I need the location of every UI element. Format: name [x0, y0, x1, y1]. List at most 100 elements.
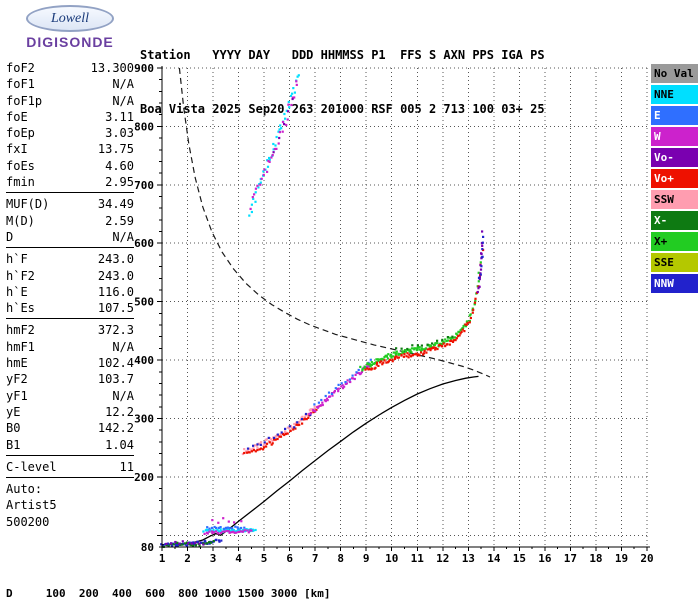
parameter-value: 2.95: [105, 175, 134, 190]
parameter-row: foEp 3.03: [6, 125, 134, 141]
x-axis-label: 10: [385, 552, 398, 565]
parameter-row: yF1 N/A: [6, 388, 134, 404]
x-axis-label: 17: [564, 552, 577, 565]
parameter-label: h`F: [6, 252, 28, 267]
parameter-row: foF1 N/A: [6, 76, 134, 92]
legend-item-nne: NNE: [651, 85, 698, 104]
parameter-value: 103.7: [97, 372, 134, 387]
parameter-label: h`E: [6, 284, 28, 299]
parameter-label: yF1: [6, 388, 28, 403]
trace-second-hop-cyan: [248, 74, 300, 217]
trace-f-trace-blue-low: [246, 412, 312, 450]
parameter-label: fxI: [6, 142, 28, 157]
parameter-row: Artist5: [6, 497, 134, 513]
parameter-row: C-level 11: [6, 459, 134, 475]
parameter-row: foF2 13.300: [6, 60, 134, 76]
digisonde-logo: Lowell DIGISONDE: [8, 5, 132, 50]
parameter-label: h`Es: [6, 301, 35, 316]
chart-grid: [161, 67, 648, 547]
trace-f-trace-darkgreen: [395, 335, 454, 351]
x-axis-label: 12: [436, 552, 449, 565]
trace-es-trace-magenta: [203, 529, 253, 535]
header-station-values: Boa Vista 2025 Sep20 263 201000 RSF 005 …: [140, 102, 545, 116]
legend-item-x+: X+: [651, 232, 698, 251]
parameter-value: 142.2: [97, 421, 134, 436]
parameter-row: fmin 2.95: [6, 174, 134, 190]
chart-curves: [161, 67, 491, 546]
parameter-value: 372.3: [97, 323, 134, 338]
parameter-row: hmF1 N/A: [6, 339, 134, 355]
parameter-group: foF2 13.300 foF1 N/A foF1p N/A foE 3.11 foEp 3.03…: [6, 60, 134, 194]
true-height-profile-line: [161, 375, 479, 546]
parameter-value: N/A: [112, 229, 134, 244]
y-axis-label: 400: [134, 354, 154, 367]
parameter-row: yF2 103.7: [6, 371, 134, 387]
trace-second-hop-purple: [272, 97, 294, 154]
parameter-value: N/A: [112, 77, 134, 92]
parameter-label: yE: [6, 404, 21, 419]
footer: D 100 200 400 600 800 1000 1500 3000 [km…: [6, 561, 698, 600]
y-axis-label: 900: [134, 62, 154, 75]
x-axis-label: 11: [411, 552, 425, 565]
parameter-label: Auto:: [6, 482, 43, 497]
x-axis-label: 4: [235, 552, 242, 565]
legend-item-vo+: Vo+: [651, 169, 698, 188]
parameter-label: hmE: [6, 356, 28, 371]
trace-e-region-low-3: [165, 540, 205, 546]
parameter-label: yF2: [6, 372, 28, 387]
parameter-group: MUF(D) 34.49 M(D) 2.59 D N/A: [6, 196, 134, 249]
parameter-row: fxI 13.75: [6, 141, 134, 157]
parameter-label: MUF(D): [6, 197, 50, 212]
header-column-titles: Station YYYY DAY DDD HHMMSS P1 FFS S AXN…: [140, 48, 545, 62]
y-axis-label: 200: [134, 471, 154, 484]
parameter-value: N/A: [112, 388, 134, 403]
parameter-label: foE: [6, 109, 28, 124]
legend: No Val NNE E W Vo- Vo+ SSW X- X+ SSE NNW: [651, 64, 698, 295]
distance-row: D 100 200 400 600 800 1000 1500 3000 [km…: [6, 587, 331, 600]
parameter-value: 13.300: [90, 61, 134, 75]
parameter-label: foF1: [6, 77, 35, 92]
parameter-group: hmF2 372.3 hmF1 N/A hmE 102.4 yF2 103.7 yF1 N/A yE…: [6, 322, 134, 456]
legend-item-no-val: No Val: [651, 64, 698, 83]
parameter-row: MUF(D) 34.49: [6, 196, 134, 212]
trace-f-cusp-blue: [477, 235, 485, 279]
legend-item-vo-: Vo-: [651, 148, 698, 167]
logo-product-text: DIGISONDE: [26, 34, 114, 50]
trace-f-trace-pink: [241, 405, 316, 456]
x-axis-label: 6: [286, 552, 293, 565]
parameter-row: hmE 102.4: [6, 355, 134, 371]
parameter-row: Auto:: [6, 481, 134, 497]
parameter-label: B0: [6, 421, 21, 436]
x-axis-label: 1: [159, 552, 166, 565]
parameter-panel: foF2 13.300 foF1 N/A foF1p N/A foE 3.11 foEp 3.03…: [6, 60, 134, 535]
parameter-value: 3.03: [105, 126, 134, 141]
y-axis-label: 600: [134, 237, 154, 250]
legend-item-nnw: NNW: [651, 274, 698, 293]
station-header: Station YYYY DAY DDD HHMMSS P1 FFS S AXN…: [140, 10, 545, 154]
x-axis-label: 3: [210, 552, 217, 565]
parameter-value: 3.11: [105, 109, 134, 124]
parameter-row: B0 142.2: [6, 420, 134, 436]
parameter-label: h`F2: [6, 268, 35, 283]
y-axis-label: 800: [134, 120, 154, 133]
parameter-label: D: [6, 229, 14, 244]
parameter-row: 500200: [6, 514, 134, 530]
x-axis-label: 18: [589, 552, 602, 565]
x-axis-label: 7: [312, 552, 319, 565]
parameter-label: foEp: [6, 126, 35, 141]
parameter-row: yE 12.2: [6, 404, 134, 420]
parameter-row: foF1p N/A: [6, 93, 134, 109]
x-axis-label: 9: [363, 552, 370, 565]
parameter-label: C-level: [6, 459, 57, 474]
x-axis-label: 13: [462, 552, 475, 565]
parameter-value: 1.04: [105, 437, 134, 452]
parameter-label: foF2: [6, 61, 35, 75]
parameter-value: 2.59: [105, 213, 134, 228]
parameter-row: M(D) 2.59: [6, 213, 134, 229]
parameter-row: foEs 4.60: [6, 158, 134, 174]
parameter-row: h`F2 243.0: [6, 268, 134, 284]
parameter-group: Auto: Artist5 500200: [6, 481, 134, 532]
